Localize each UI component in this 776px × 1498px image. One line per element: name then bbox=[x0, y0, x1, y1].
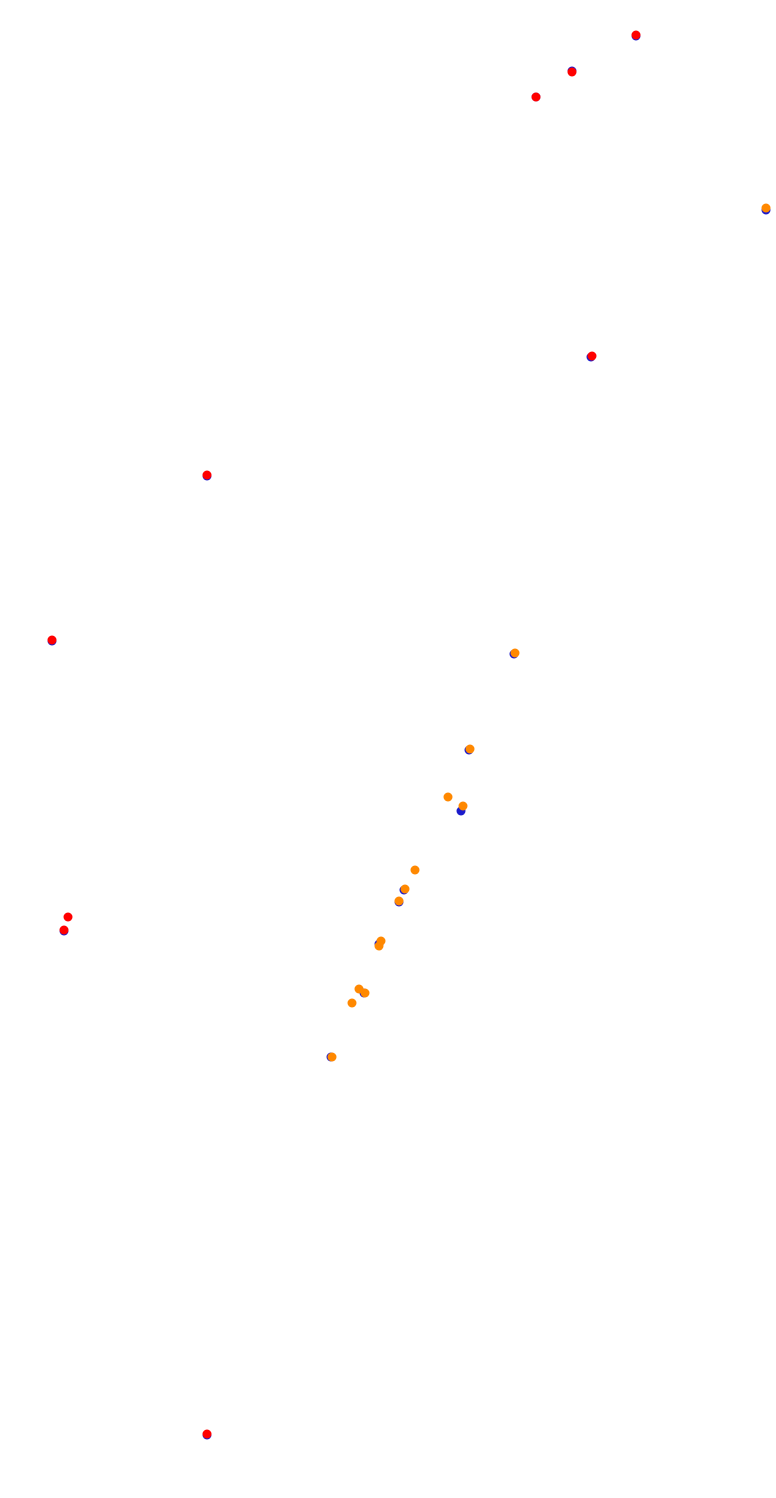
point bbox=[567, 67, 577, 77]
point bbox=[410, 865, 420, 875]
point bbox=[458, 801, 468, 811]
point bbox=[63, 912, 73, 922]
point bbox=[360, 988, 370, 998]
point bbox=[327, 1052, 337, 1062]
point bbox=[59, 925, 69, 935]
point bbox=[531, 92, 541, 102]
point bbox=[510, 648, 520, 658]
point bbox=[347, 998, 357, 1008]
point bbox=[631, 30, 641, 40]
point bbox=[587, 351, 597, 361]
point bbox=[202, 1429, 212, 1439]
point bbox=[400, 884, 410, 894]
point bbox=[443, 792, 453, 802]
point bbox=[394, 896, 404, 906]
point bbox=[465, 744, 475, 754]
point bbox=[202, 470, 212, 480]
point bbox=[374, 941, 384, 951]
point bbox=[761, 203, 771, 213]
point bbox=[47, 635, 57, 645]
